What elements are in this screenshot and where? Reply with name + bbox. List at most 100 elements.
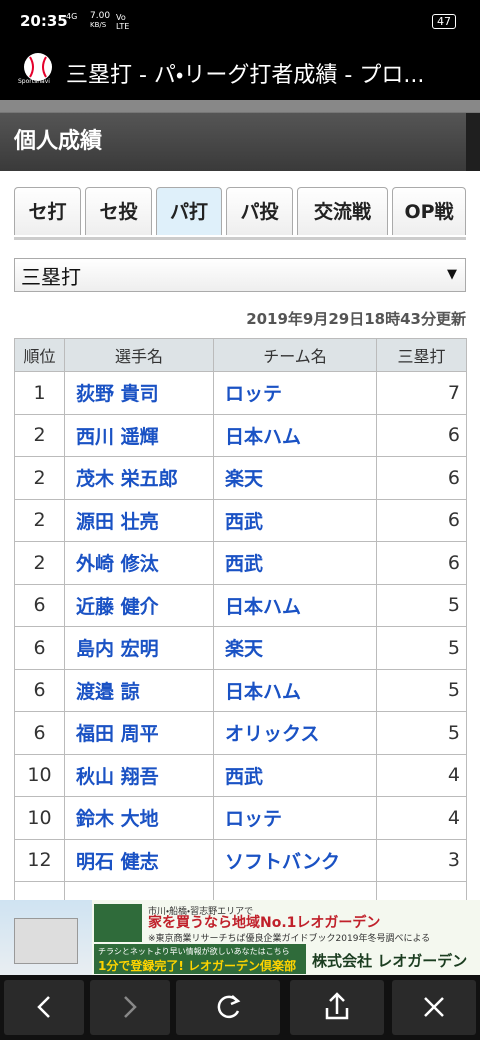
player-name[interactable]: 外崎 修汰	[64, 541, 214, 585]
section-header: 個人成績	[0, 112, 480, 171]
ad-line3: チラシとネットより早い情報が欲しいあなたはこちら	[98, 947, 290, 956]
header-text: 個人成績	[14, 129, 103, 154]
speed-unit: KB/S	[90, 21, 107, 29]
tabs: セ打 セ投 パ打 パ投 交流戦 OP戦	[14, 187, 466, 240]
reload-button[interactable]	[176, 980, 280, 1035]
tab[interactable]: パ打	[156, 187, 222, 235]
team-name[interactable]: ソフトバンク	[213, 838, 377, 882]
page-title: 三塁打 - パ・リーグ打者成績 - プロ...	[66, 63, 425, 88]
network: 4G	[66, 12, 78, 21]
ranking-table: 順位 選手名 チーム名 三塁打 1 荻野 貴司 ロッテ 7 2 西川 遥輝 日本ハム 6 2 茂木 栄五…	[14, 338, 467, 900]
browser-nav-bar	[0, 975, 480, 1040]
triples: 7	[376, 371, 467, 415]
browser-title-bar: Sportsnavi 三塁打 - パ・リーグ打者成績 - プロ...	[0, 44, 480, 100]
team-name[interactable]: ロッテ	[213, 371, 377, 415]
team-name[interactable]: 西武	[213, 498, 377, 542]
team-name[interactable]: 日本ハム	[213, 668, 377, 712]
triples: 5	[376, 668, 467, 712]
speed: 7.00	[90, 11, 111, 21]
tab[interactable]: セ打	[14, 187, 81, 235]
ad-line2: 家を買うなら地域No.1レオガーデン	[148, 915, 381, 931]
triples: 6	[376, 498, 467, 542]
rank: 10	[14, 753, 65, 797]
table-row: 6 渡邉 諒日本ハム 5	[14, 668, 467, 712]
ad-banner[interactable]: 市川・船橋・習志野エリアで 家を買うなら地域No.1レオガーデン ※東京商業リサ…	[0, 900, 480, 975]
triples: 5	[376, 711, 467, 755]
rank: 2	[14, 541, 65, 585]
close-icon	[424, 997, 444, 1017]
reload-icon	[217, 995, 241, 1019]
back-button[interactable]	[4, 980, 84, 1035]
player-name[interactable]: 源田 壮亮	[64, 498, 214, 542]
tab[interactable]: パ投	[226, 187, 293, 235]
stat-selector[interactable]: 三塁打 ▼	[14, 258, 466, 292]
ad-photo	[0, 900, 92, 975]
player-name[interactable]: 明石 健志	[64, 838, 214, 882]
share-button[interactable]	[290, 980, 384, 1035]
table-row: 6 近藤 健介 日本ハム 5	[14, 583, 467, 627]
close-button[interactable]	[392, 980, 476, 1035]
dropdown-arrow: ▼	[447, 267, 457, 282]
forward-icon	[124, 996, 137, 1018]
triples: 4	[376, 796, 467, 840]
table-row: 2 西川 遥輝 日本ハム 6	[14, 413, 467, 457]
table-row: 10 鈴木 大地 ロッテ 4	[14, 796, 467, 840]
team-name[interactable]: 楽天	[213, 456, 377, 500]
tab[interactable]: 交流戦	[297, 187, 388, 235]
player-name[interactable]: 近藤 健介	[64, 583, 214, 627]
player-name[interactable]: 秋山 翔吾	[64, 753, 214, 797]
table-row: 12 明石 健志 ソフトバンク 3	[14, 838, 467, 882]
team-name[interactable]: ロッテ	[213, 796, 377, 840]
triples: 5	[376, 626, 467, 670]
column-header: 選手名	[64, 338, 214, 372]
rank: 6	[14, 711, 65, 755]
rank: 12	[14, 838, 65, 882]
triples: 3	[376, 838, 467, 882]
team-name[interactable]: オリックス	[213, 711, 377, 755]
team-name[interactable]: 西武	[213, 753, 377, 797]
table-row: 1 荻野 貴司 ロッテ 7	[14, 371, 467, 415]
battery: 47	[432, 14, 456, 29]
empty-cell	[14, 881, 65, 900]
ad-company: 株式会社 レオガーデン	[312, 952, 468, 970]
status-bar: 20:35 4G 7.00 KB/S Vo LTE 47	[0, 0, 480, 44]
player-name[interactable]: 西川 遥輝	[64, 413, 214, 457]
back-icon	[37, 996, 50, 1018]
triples: 6	[376, 541, 467, 585]
player-name[interactable]: 茂木 栄五郎	[64, 456, 214, 500]
rank: 2	[14, 456, 65, 500]
player-name[interactable]: 渡邉 諒	[64, 668, 214, 712]
rank: 10	[14, 796, 65, 840]
triples: 4	[376, 753, 467, 797]
logo-icon	[24, 53, 52, 81]
player-name[interactable]: 荻野 貴司	[64, 371, 214, 415]
team-name[interactable]: 日本ハム	[213, 583, 377, 627]
triples: 6	[376, 413, 467, 457]
team-name[interactable]: 日本ハム	[213, 413, 377, 457]
table-row: 2 茂木 栄五郎 楽天 6	[14, 456, 467, 500]
table-row: 6 福田 周平 オリックス 5	[14, 711, 467, 755]
ad-note: ※東京商業リサーチちば優良企業ガイドブック2019年冬号調べによる	[148, 934, 431, 944]
ad-logo	[94, 904, 142, 942]
triples: 6	[376, 456, 467, 500]
rank: 6	[14, 668, 65, 712]
column-header: 三塁打	[376, 338, 467, 372]
column-header: 順位	[14, 338, 65, 372]
header-row: 順位 選手名 チーム名 三塁打	[14, 338, 467, 372]
column-header: チーム名	[213, 338, 377, 372]
player-name[interactable]: 島内 宏明	[64, 626, 214, 670]
table-row: 2 源田 壮亮 西武 6	[14, 498, 467, 542]
team-name[interactable]: 西武	[213, 541, 377, 585]
rank: 2	[14, 413, 65, 457]
rank: 1	[14, 371, 65, 415]
tab[interactable]: セ投	[85, 187, 152, 235]
header-edge	[466, 113, 480, 171]
forward-button[interactable]	[90, 980, 170, 1035]
player-name[interactable]: 鈴木 大地	[64, 796, 214, 840]
team-name[interactable]: 楽天	[213, 626, 377, 670]
rank: 2	[14, 498, 65, 542]
tab[interactable]: OP戦	[392, 187, 466, 235]
selector-text: 三塁打	[21, 265, 81, 289]
player-name[interactable]: 福田 周平	[64, 711, 214, 755]
